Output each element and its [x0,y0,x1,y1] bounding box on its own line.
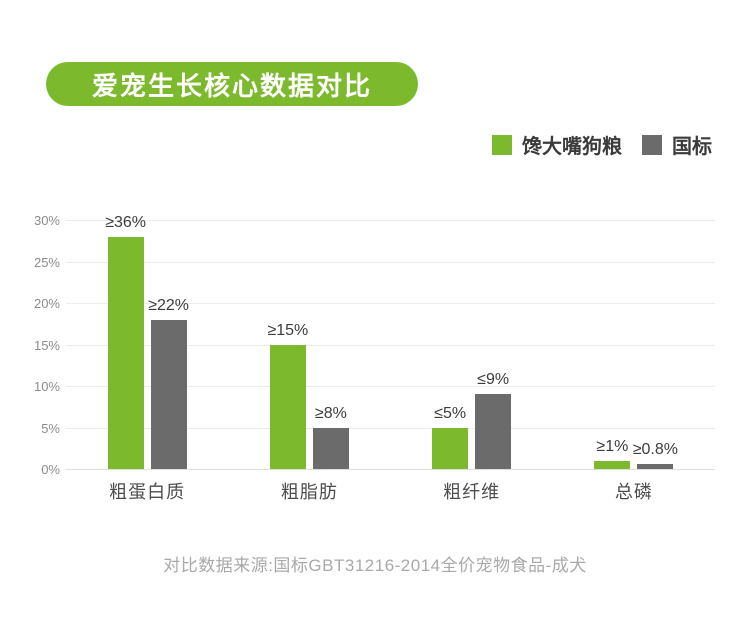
bar-value-label: ≥15% [267,321,309,339]
bar-value-label: ≥1% [596,437,629,455]
category-label: 粗脂肪 [280,482,338,502]
bar-standard [150,319,187,469]
y-axis-tick-label: 5% [41,420,60,436]
bar-brand [432,427,469,469]
category-label: 总磷 [614,482,653,502]
bar-chart-plot-area: 30% 25% 20% 15% 10% 5% 0% ≥36% ≥22% 粗蛋白质 ≥15% ≥8% 粗脂… [34,214,715,502]
legend-label-brand: 馋大嘴狗粮 [522,136,622,158]
bar-brand [269,344,306,469]
legend-item-brand: 馋大嘴狗粮 [492,130,622,159]
category-label: 粗纤维 [443,482,501,502]
gridline [66,427,715,429]
bar-standard [637,464,674,469]
category-label: 粗蛋白质 [109,482,186,502]
y-axis-tick-label: 0% [41,462,60,477]
bar-value-label: ≤9% [477,371,510,389]
y-axis-tick-label: 15% [33,337,60,353]
page-title: 爱宠生长核心数据对比 [91,70,372,101]
chart-legend: 馋大嘴狗粮 国标 [492,130,712,159]
bar-standard [312,427,349,469]
bar-value-label: ≤5% [434,404,467,422]
legend-swatch-gray [642,134,662,155]
bar-value-label: ≥8% [314,404,347,422]
gridline [66,220,715,221]
gridline [66,303,715,304]
bar-standard [475,394,512,469]
gridline [66,469,715,470]
y-axis-tick-label: 30% [33,213,60,228]
y-axis-tick-label: 20% [33,296,60,311]
title-banner: 爱宠生长核心数据对比 [46,62,418,106]
gridline [66,344,715,346]
y-axis-tick-label: 10% [33,379,60,394]
bar-value-label: ≥36% [105,213,147,231]
bar-brand [107,236,144,469]
gridline [66,261,715,263]
bar-value-label: ≥0.8% [632,441,678,459]
bar-value-label: ≥22% [148,296,190,314]
gridline [66,386,715,387]
y-axis-tick-label: 25% [33,254,60,270]
legend-item-standard: 国标 [642,130,712,159]
legend-swatch-green [492,134,512,155]
data-source-note: 对比数据来源:国标GBT31216-2014全价宠物食品-成犬 [163,556,587,575]
bar-brand [594,460,631,469]
legend-label-standard: 国标 [672,136,712,158]
